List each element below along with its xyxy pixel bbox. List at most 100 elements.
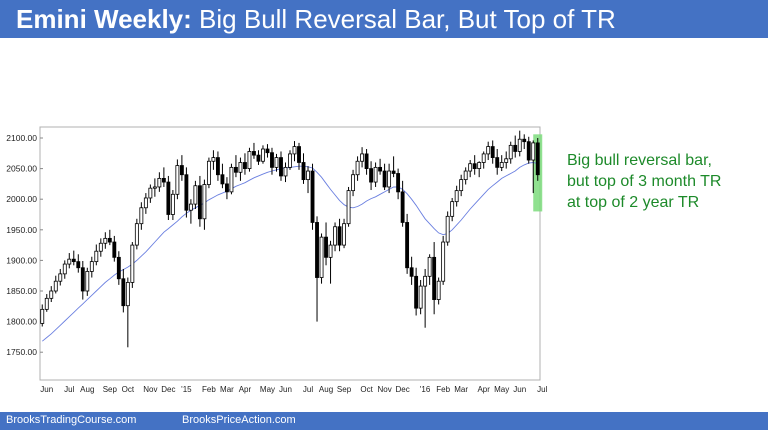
x-tick-label: '15 xyxy=(181,385,192,394)
candle-body xyxy=(337,226,342,246)
candle-body xyxy=(94,250,99,263)
candle-body xyxy=(342,223,346,246)
x-tick-label: Apr xyxy=(239,385,252,394)
candle-body xyxy=(252,151,256,156)
candle-body xyxy=(179,165,184,176)
x-tick-label: Dec xyxy=(161,385,175,394)
candle-body xyxy=(513,144,518,152)
candle-body xyxy=(355,160,360,176)
y-tick-label: 2100.00 xyxy=(6,133,37,143)
candle-body xyxy=(436,280,441,300)
candle-body xyxy=(382,170,387,188)
candle-body xyxy=(301,162,306,181)
x-tick-label: Jun xyxy=(513,385,526,394)
footer-left-link[interactable]: BrooksTradingCourse.com xyxy=(6,414,137,426)
candle-body xyxy=(486,146,491,155)
candle-body xyxy=(324,236,328,258)
candle-body xyxy=(274,157,279,168)
candle-body xyxy=(243,162,247,169)
candle-body xyxy=(387,170,392,188)
candle-body xyxy=(459,179,464,192)
candle-body xyxy=(143,197,148,209)
candle-body xyxy=(409,267,414,277)
candle-body xyxy=(481,153,486,163)
annotation-line-3: at top of 2 year TR xyxy=(567,194,700,211)
candle-body xyxy=(517,138,522,152)
x-tick-label: Nov xyxy=(377,385,391,394)
candle-body xyxy=(499,162,504,168)
candle-body xyxy=(432,256,437,300)
x-tick-label: '16 xyxy=(420,385,431,394)
candle-body xyxy=(400,191,405,223)
candle-body xyxy=(220,174,225,185)
candle-body xyxy=(360,153,365,162)
y-tick-label: 1750.00 xyxy=(6,347,37,357)
candle-body xyxy=(283,166,288,177)
candle-body xyxy=(166,181,171,215)
x-tick-label: Oct xyxy=(360,385,373,394)
y-tick-label: 1800.00 xyxy=(6,317,37,327)
x-tick-label: Jun xyxy=(279,385,292,394)
candle-body xyxy=(396,173,401,193)
footer-bar: BrooksTradingCourse.com BrooksPriceActio… xyxy=(0,412,768,430)
title-bar xyxy=(0,0,768,38)
candle-body xyxy=(49,290,54,299)
candle-body xyxy=(44,297,49,310)
candle-body xyxy=(139,207,144,225)
candle-body xyxy=(490,146,495,158)
candle-body xyxy=(76,261,81,269)
candle-body xyxy=(306,170,310,181)
page-title: Emini Weekly: Big Bull Reversal Bar, But… xyxy=(16,4,616,35)
candle-body xyxy=(116,256,121,280)
x-tick-label: Jun xyxy=(40,385,53,394)
x-tick-label: Mar xyxy=(220,385,234,394)
candle-body xyxy=(391,170,396,174)
x-tick-label: Sep xyxy=(337,385,352,394)
y-tick-label: 1900.00 xyxy=(6,255,37,265)
candle-body xyxy=(427,256,432,277)
candle-body xyxy=(346,190,351,225)
candle-body xyxy=(170,193,175,215)
candle-body xyxy=(265,148,270,154)
footer-right-link[interactable]: BrooksPriceAction.com xyxy=(182,414,296,426)
candle-body xyxy=(130,244,135,283)
x-tick-label: Jul xyxy=(64,385,74,394)
candle-body xyxy=(89,261,94,272)
candle-body xyxy=(364,153,369,170)
candle-body xyxy=(125,282,130,307)
x-tick-label: Jul xyxy=(303,385,313,394)
candle-body xyxy=(184,174,189,211)
candle-body xyxy=(405,222,410,269)
candle-body xyxy=(148,187,153,199)
title-bold: Emini Weekly: xyxy=(16,4,192,34)
x-tick-label: Aug xyxy=(319,385,333,394)
candle-body xyxy=(526,141,531,161)
annotation-line-2: but top of 3 month TR xyxy=(567,173,722,190)
candle-body xyxy=(369,168,374,183)
candle-body xyxy=(418,285,423,309)
x-tick-label: Aug xyxy=(80,385,94,394)
candle-body xyxy=(319,236,324,278)
candle-body xyxy=(328,244,333,258)
x-tick-label: Dec xyxy=(395,385,409,394)
candle-body xyxy=(261,148,265,162)
candle-body xyxy=(351,174,355,192)
candle-body xyxy=(175,165,180,195)
candle-body xyxy=(107,237,112,243)
candle-body xyxy=(445,215,450,243)
candle-body xyxy=(98,242,103,252)
candle-body xyxy=(477,162,482,169)
candle-body xyxy=(40,308,45,324)
candle-body xyxy=(58,273,63,282)
candle-body xyxy=(270,152,274,168)
candle-body xyxy=(103,237,108,244)
candle-body xyxy=(211,157,216,162)
candle-body xyxy=(161,177,166,183)
candle-body xyxy=(193,185,198,205)
candle-body xyxy=(454,190,459,203)
candle-body xyxy=(134,223,139,246)
annotation: Big bull reversal bar, but top of 3 mont… xyxy=(567,150,721,213)
moving-average-line xyxy=(42,162,538,342)
candle-body xyxy=(333,226,337,246)
candle-body xyxy=(495,157,500,168)
